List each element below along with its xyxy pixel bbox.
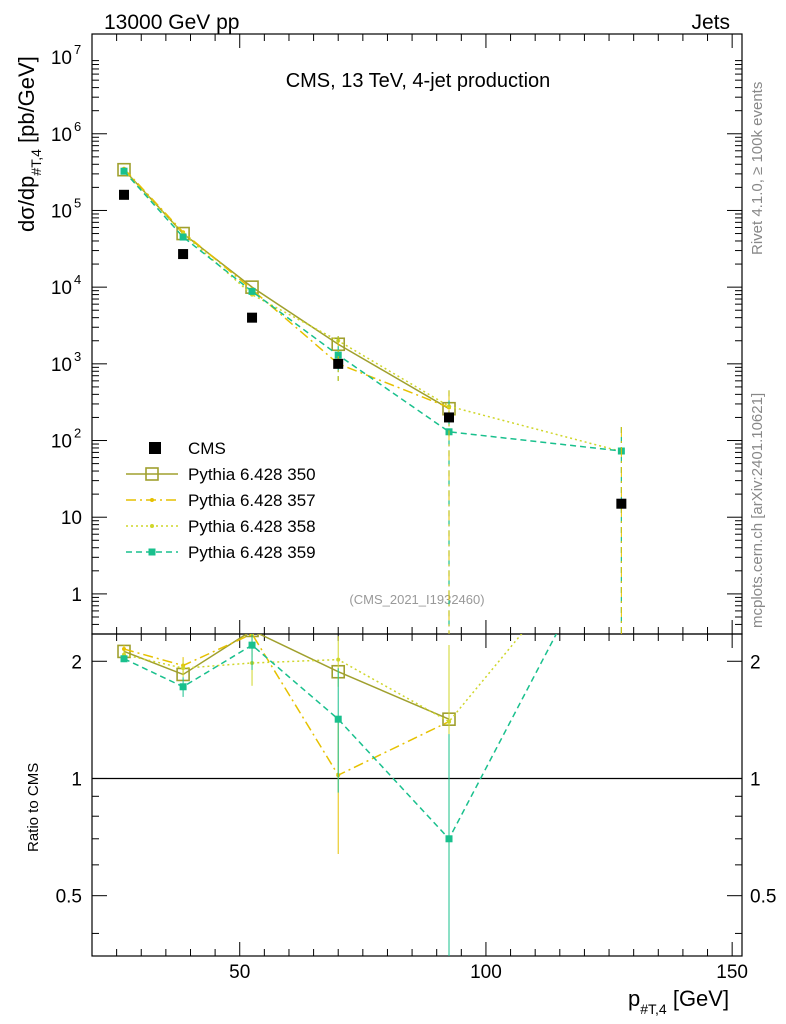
series-point: [117, 162, 131, 177]
y-tick-label: 10: [51, 355, 72, 376]
x-tick-label: 100: [470, 962, 502, 983]
series-point: [334, 351, 342, 359]
ratio-y-axis-title: Ratio to CMS: [25, 763, 42, 852]
header-process: Jets: [691, 11, 730, 34]
x-tick-label: 150: [716, 962, 748, 983]
ratio-tick-label-right: 2: [750, 652, 761, 673]
ratio-panel-frame: [91, 633, 743, 957]
ratio-point: [122, 647, 127, 652]
cms-point: [444, 412, 455, 423]
y-tick-exponent: 6: [74, 119, 81, 134]
ratio-tick-label-right: 1: [750, 769, 761, 790]
legend-marker: [145, 467, 159, 481]
legend-label: CMS: [188, 439, 226, 458]
y-tick-exponent: 7: [74, 42, 81, 57]
y-tick-exponent: 5: [74, 195, 81, 210]
legend-label: Pythia 6.428 358: [188, 517, 316, 536]
ratio-tick-label: 0.5: [56, 887, 82, 908]
series-point: [248, 287, 256, 295]
y-tick-exponent: 4: [74, 272, 81, 287]
rivet-label: Rivet 4.1.0, ≥ 100k events: [749, 82, 766, 255]
series-line: [123, 170, 622, 453]
cms-point: [333, 358, 344, 369]
ratio-line: [123, 634, 450, 777]
legend-label: Pythia 6.428 357: [188, 491, 316, 510]
ratio-point: [179, 683, 187, 691]
ratio-point: [181, 666, 186, 671]
y-tick-label: 10: [51, 278, 72, 299]
y-tick-label: 10: [51, 48, 72, 69]
y-tick-label: 1: [71, 585, 82, 606]
ratio-line: [123, 634, 558, 841]
ratio-line: [123, 634, 523, 723]
chart-title: CMS, 13 TeV, 4-jet production: [286, 70, 551, 92]
x-axis-title: p#T,4 [GeV]: [628, 986, 729, 1017]
cms-point: [178, 249, 189, 260]
cms-point: [247, 312, 258, 323]
y-axis-title: dσ/dp#T,4 [pb/GeV]: [14, 56, 44, 232]
legend-label: Pythia 6.428 350: [188, 465, 316, 484]
ratio-point: [445, 835, 453, 843]
y-tick-label: 10: [51, 201, 72, 222]
header-energy: 13000 GeV pp: [104, 11, 239, 34]
y-tick-exponent: 3: [74, 349, 81, 364]
ratio-point: [447, 719, 452, 724]
series-point: [179, 233, 187, 241]
legend-marker: [150, 498, 154, 502]
cms-point: [616, 498, 627, 509]
legend-marker: [148, 548, 156, 556]
ratio-point: [334, 715, 342, 723]
ratio-tick-label: 1: [71, 769, 82, 790]
series-point: [120, 167, 128, 175]
mcplots-label: mcplots.cern.ch [arXiv:2401.10621]: [749, 393, 766, 628]
series-line: [123, 169, 450, 410]
ratio-tick-label: 2: [71, 652, 82, 673]
y-tick-label: 10: [51, 432, 72, 453]
y-tick-label: 10: [61, 508, 82, 529]
legend-marker: [150, 524, 154, 528]
analysis-watermark: (CMS_2021_I1932460): [349, 592, 484, 607]
ratio-line: [123, 634, 450, 720]
ratio-point: [120, 655, 128, 663]
x-tick-label: 50: [229, 962, 250, 983]
ratio-point: [248, 641, 256, 649]
cms-point: [119, 189, 130, 200]
ratio-point: [336, 657, 341, 662]
series-line: [123, 170, 622, 452]
y-tick-label: 10: [51, 125, 72, 146]
legend-label: Pythia 6.428 359: [188, 543, 316, 562]
y-tick-exponent: 2: [74, 426, 81, 441]
series-line: [123, 168, 450, 409]
legend-cms-marker: [149, 442, 161, 454]
ratio-tick-label-right: 0.5: [750, 887, 776, 908]
